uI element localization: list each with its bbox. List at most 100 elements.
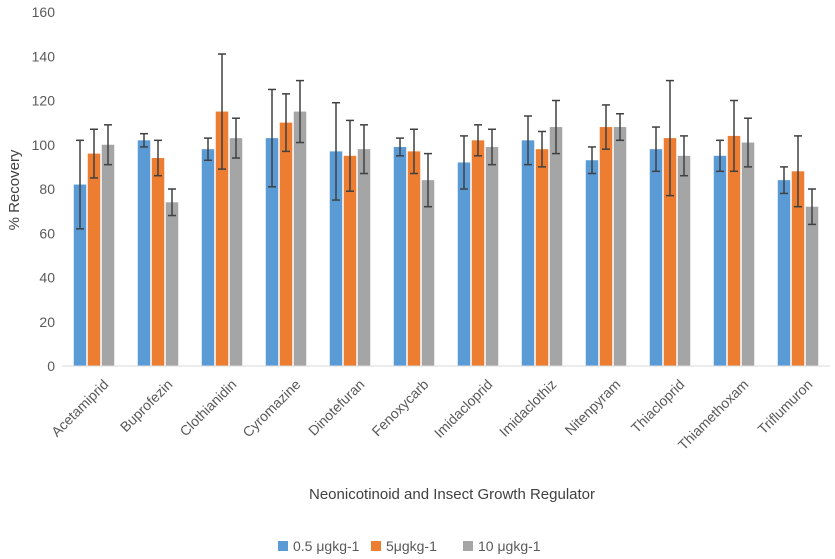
x-category-label: Imidacloprid	[431, 376, 496, 441]
error-bar	[154, 139, 162, 177]
y-tick-label: 60	[39, 225, 55, 241]
error-bar	[424, 152, 432, 208]
bar	[229, 138, 243, 366]
x-category-label: Dinotefuran	[305, 376, 368, 439]
bar	[471, 140, 485, 366]
bar	[73, 184, 87, 366]
legend-swatch	[278, 541, 288, 551]
bar	[343, 155, 357, 366]
error-bar	[296, 79, 304, 144]
bar	[357, 149, 371, 366]
x-category-label: Imidaclothiz	[496, 376, 560, 440]
error-bars	[76, 53, 816, 230]
error-bar	[218, 53, 226, 170]
error-bar	[396, 137, 404, 157]
error-bar	[808, 188, 816, 226]
bar	[151, 158, 165, 366]
bar	[421, 180, 435, 366]
error-bar	[652, 126, 660, 173]
x-category-label: Cyromazine	[239, 376, 303, 440]
bar	[677, 155, 691, 366]
bar	[549, 127, 563, 366]
error-bar	[360, 124, 368, 175]
y-axis-title: % Recovery	[6, 149, 23, 230]
bar-series	[73, 111, 819, 366]
legend-swatch	[463, 541, 473, 551]
error-bar	[140, 132, 148, 148]
x-axis-title: Neonicotinoid and Insect Growth Regulato…	[309, 486, 595, 503]
x-category-label: Fenoxycarb	[368, 376, 431, 439]
x-category-label: Buprofezin	[117, 376, 176, 435]
legend-item: 5μgkg-1	[371, 538, 437, 554]
bar	[137, 140, 151, 366]
bar	[791, 171, 805, 366]
x-category-label: Clothianidin	[176, 376, 239, 439]
error-bar	[474, 124, 482, 157]
error-bar	[332, 101, 340, 201]
bar	[393, 146, 407, 366]
error-bar	[232, 117, 240, 159]
error-bar	[744, 117, 752, 168]
bar	[713, 155, 727, 366]
y-tick-label: 160	[32, 4, 56, 20]
legend-swatch	[371, 541, 381, 551]
x-category-label: Nitenpyram	[562, 376, 624, 438]
error-bar	[460, 135, 468, 190]
error-bar	[552, 99, 560, 155]
bar	[613, 127, 627, 366]
bar	[215, 111, 229, 366]
bar	[805, 206, 819, 366]
error-bar	[346, 119, 354, 192]
x-category-label: Thiacloprid	[628, 376, 688, 436]
x-axis-category-labels: Acetamiprid Buprofezin Clothianidin Cyromaz…	[48, 376, 816, 453]
bar	[101, 144, 115, 366]
legend-label: 0.5 μgkg-1	[293, 538, 360, 554]
legend-label: 5μgkg-1	[386, 538, 437, 554]
error-bar	[524, 115, 532, 166]
x-category-label: Acetamiprid	[48, 376, 112, 440]
bar	[407, 151, 421, 366]
error-bar	[488, 128, 496, 166]
error-bar	[716, 139, 724, 173]
error-bar	[666, 79, 674, 197]
x-category-label: Triflumuron	[754, 376, 815, 437]
bar	[279, 122, 293, 366]
y-tick-label: 120	[32, 93, 56, 109]
bar	[293, 111, 307, 366]
bar	[535, 149, 549, 366]
y-axis-ticks: 0 20 40 60 80 100 120 140 160	[32, 4, 56, 374]
error-bar	[588, 146, 596, 175]
legend-label: 10 μgkg-1	[478, 538, 541, 554]
bar	[599, 127, 613, 366]
error-bar	[268, 88, 276, 188]
y-tick-label: 0	[47, 358, 55, 374]
error-bar	[76, 139, 84, 230]
legend-item: 10 μgkg-1	[463, 538, 541, 554]
bar	[329, 151, 343, 366]
bar	[585, 160, 599, 366]
error-bar	[282, 93, 290, 153]
error-bar	[616, 113, 624, 142]
error-bar	[680, 135, 688, 177]
legend: 0.5 μgkg-1 5μgkg-1 10 μgkg-1	[278, 538, 541, 554]
error-bar	[168, 188, 176, 217]
error-bar	[204, 137, 212, 161]
legend-item: 0.5 μgkg-1	[278, 538, 360, 554]
error-bar	[780, 166, 788, 195]
y-tick-label: 140	[32, 48, 56, 64]
bar	[521, 140, 535, 366]
bar	[87, 153, 101, 366]
error-bar	[90, 128, 98, 179]
bar	[727, 135, 741, 366]
bar	[777, 180, 791, 366]
bar	[485, 146, 499, 366]
error-bar	[730, 99, 738, 173]
bar	[741, 142, 755, 366]
bar	[265, 138, 279, 366]
y-tick-label: 20	[39, 314, 55, 330]
error-bar	[104, 124, 112, 166]
y-tick-label: 100	[32, 137, 56, 153]
error-bar	[794, 135, 802, 208]
y-tick-label: 80	[39, 181, 55, 197]
